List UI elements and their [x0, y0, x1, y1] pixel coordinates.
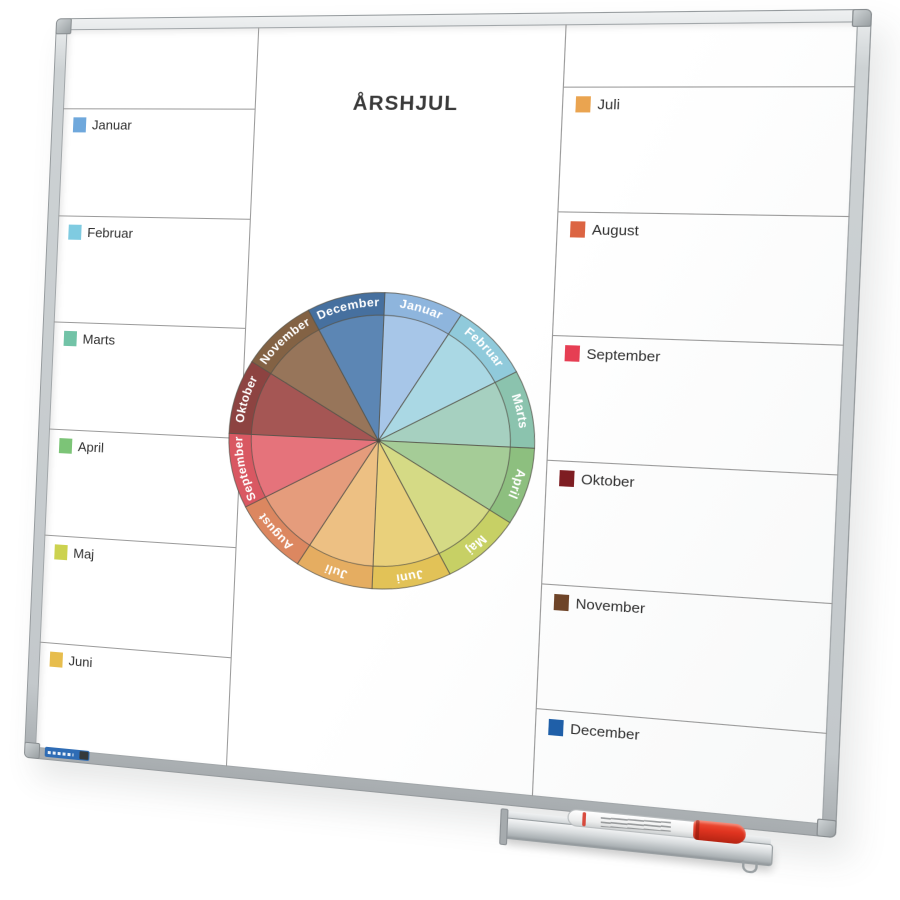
month-swatch [548, 718, 564, 736]
month-row: Juni [35, 641, 231, 767]
month-swatch [559, 469, 575, 487]
sector-november [268, 328, 383, 440]
month-swatch [569, 220, 586, 238]
brand-sticker-end [79, 751, 89, 760]
month-label: December [569, 720, 640, 743]
frame-corner-cap [55, 18, 72, 35]
month-row: November [536, 583, 833, 733]
month-label: Maj [72, 545, 95, 563]
month-swatch [68, 224, 82, 240]
month-label: April [77, 438, 105, 455]
month-row: September [547, 334, 845, 474]
month-swatch [58, 437, 73, 454]
month-swatch [564, 345, 581, 362]
month-row: Maj [39, 534, 236, 657]
month-swatch [49, 651, 64, 668]
month-swatch [54, 544, 68, 561]
month-row: Februar [53, 214, 250, 328]
month-label: August [591, 221, 640, 239]
sector-september [249, 434, 379, 503]
month-swatch [72, 117, 87, 133]
month-label: Marts [82, 331, 116, 348]
board-title: ÅRSHJUL [352, 93, 459, 116]
pen-tray-end-bracket [499, 808, 509, 846]
year-wheel: JanuarFebruarMartsAprilMajJuniJuliAugust… [213, 279, 552, 610]
month-swatch [553, 593, 570, 612]
month-label: Oktober [580, 470, 635, 490]
month-row: Juli [558, 86, 856, 216]
whiteboard-surface: Januar Februar Marts April Maj Juni Juli… [35, 21, 859, 825]
month-label: September [586, 345, 661, 365]
frame-corner-cap [23, 741, 41, 760]
sector-januar [378, 315, 449, 444]
frame-corner-cap [816, 818, 837, 839]
sector-maj [374, 441, 493, 557]
sector-december [314, 313, 384, 440]
sector-juni [373, 441, 444, 571]
right-month-column: Juli August September Oktober November D… [532, 21, 858, 825]
month-row: Marts [49, 321, 246, 438]
rim-august [243, 434, 378, 569]
whiteboard: Januar Februar Marts April Maj Juni Juli… [23, 8, 873, 874]
marker-print-text [600, 817, 671, 832]
month-row: Januar [58, 108, 255, 219]
month-label: Februar [87, 224, 134, 241]
month-label: Juli [597, 96, 621, 113]
sector-april [376, 441, 511, 511]
sector-juli [309, 438, 379, 567]
month-label: Januar [91, 117, 133, 133]
sector-oktober [251, 373, 381, 441]
month-swatch [575, 96, 591, 113]
month-row: August [553, 210, 850, 345]
pen-tray-hook [741, 860, 758, 874]
marker-red-ring [582, 812, 587, 827]
month-row: April [44, 427, 241, 548]
month-label: Juni [68, 652, 93, 670]
frame-corner-cap [851, 8, 873, 27]
month-label: November [575, 595, 646, 617]
month-row: Oktober [542, 459, 839, 604]
month-swatch [63, 330, 78, 347]
